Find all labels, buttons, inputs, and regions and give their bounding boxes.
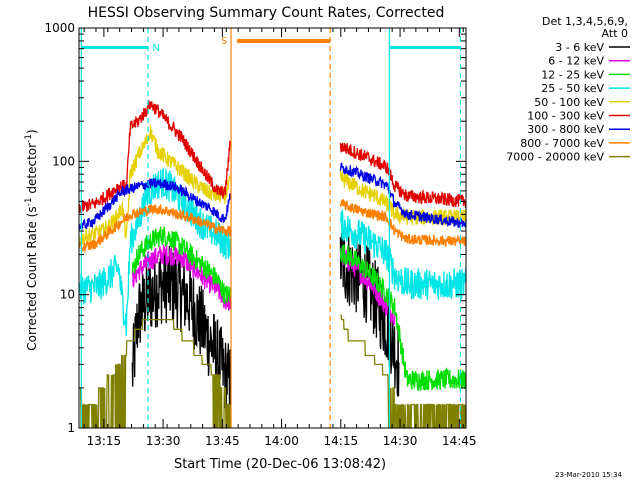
legend-label-0: 3 - 6 keV	[555, 41, 604, 54]
legend-label-2: 12 - 25 keV	[541, 68, 604, 81]
legend-label-6: 300 - 800 keV	[527, 123, 604, 136]
series-line-100-300-kev-1	[339, 142, 467, 209]
night-label: N	[152, 43, 159, 54]
y-label-end: )	[25, 129, 39, 134]
legend-label-4: 50 - 100 keV	[534, 96, 604, 109]
x-tick-label-6: 14:45	[442, 434, 477, 448]
series-line-12-25-kev-0	[131, 226, 232, 304]
legend-header-0: Det 1,3,4,5,6,9,	[542, 15, 628, 28]
legend-label-1: 6 - 12 keV	[548, 55, 604, 68]
series-line-12-25-kev-1	[339, 244, 467, 392]
x-tick-label-0: 13:15	[87, 434, 122, 448]
x-tick-label-1: 13:30	[146, 434, 181, 448]
series-line-300-800-kev-1	[339, 162, 467, 228]
y-tick-label-0: 1	[67, 421, 75, 435]
series-line-300-800-kev-0	[78, 177, 232, 231]
saa-bar-0	[236, 39, 331, 43]
series-line-50-100-kev-0	[78, 125, 232, 247]
series-line-100-300-kev-0	[78, 100, 232, 213]
y-label-sup-1: -1	[24, 197, 34, 206]
y-label-main: Corrected Count Rate (s	[25, 206, 39, 350]
night-bar-0	[81, 46, 149, 49]
x-tick-label-2: 13:45	[205, 434, 240, 448]
marker-layer: NS	[80, 28, 462, 428]
y-tick-label-3: 1000	[44, 21, 75, 35]
x-axis-label: Start Time (20-Dec-06 13:08:42)	[174, 457, 386, 472]
series-line-800-7000-kev-0	[78, 203, 232, 253]
saa-label: S	[221, 36, 227, 47]
y-tick-label-2: 100	[52, 154, 75, 168]
x-tick-label-3: 14:00	[264, 434, 299, 448]
timestamp: 23-Mar-2010 15:34	[555, 471, 622, 479]
x-tick-label-5: 14:30	[383, 434, 418, 448]
y-axis-label: Corrected Count Rate (s-1 detector-1)	[24, 129, 39, 350]
series-line-800-7000-kev-1	[339, 199, 467, 248]
x-tick-label-4: 14:15	[324, 434, 359, 448]
chart-title: HESSI Observing Summary Count Rates, Cor…	[88, 5, 445, 21]
svg-text:Corrected Count Rate (s-1 dete: Corrected Count Rate (s-1 detector-1)	[24, 129, 39, 350]
axes-layer: 13:15 13:30 13:45 14:00 14:15 14:30 14:45 1 10 10…	[44, 21, 476, 448]
plot-frame	[78, 27, 467, 429]
legend-label-3: 25 - 50 keV	[541, 82, 604, 95]
legend-label-5: 100 - 300 keV	[527, 110, 604, 123]
y-label-tail: detector	[25, 143, 39, 198]
legend-label-8: 7000 - 20000 keV	[506, 151, 604, 164]
night-bar-1	[389, 46, 461, 49]
series-line-25-50-kev-1	[339, 209, 467, 301]
legend-label-7: 800 - 7000 keV	[520, 137, 604, 150]
y-label-sup-2: -1	[24, 134, 34, 143]
legend-header-1: Att 0	[602, 27, 628, 40]
series-layer	[78, 100, 467, 429]
y-tick-label-1: 10	[60, 288, 75, 302]
series-line-3-6-kev-0	[131, 245, 232, 415]
